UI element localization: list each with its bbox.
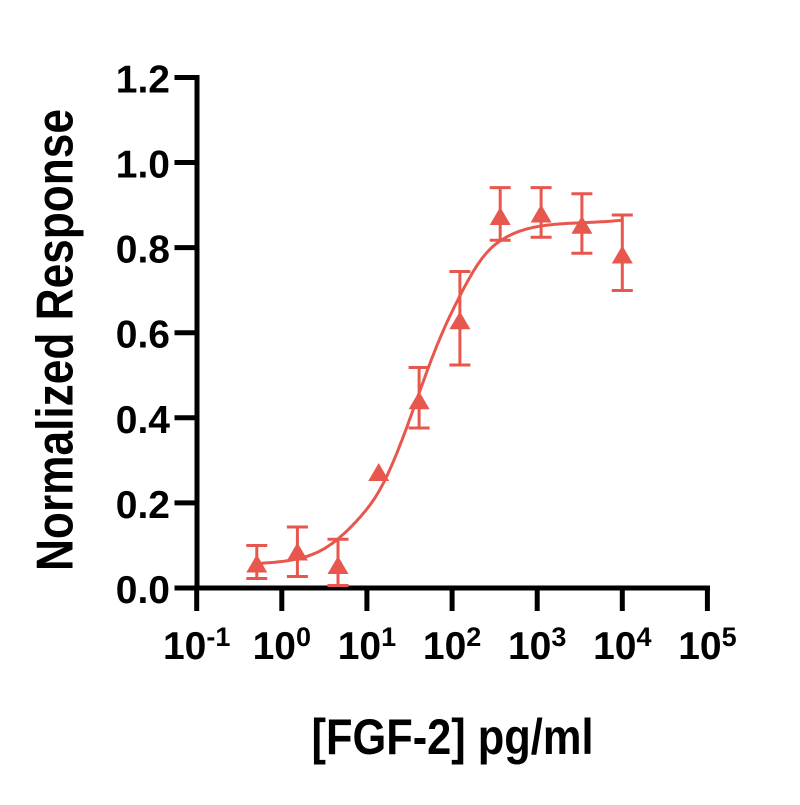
svg-text:1.2: 1.2 [116,59,170,102]
svg-text:0.2: 0.2 [116,484,170,527]
svg-text:0.0: 0.0 [116,569,170,612]
svg-text:103: 103 [508,622,566,668]
svg-text:0.8: 0.8 [116,229,170,272]
svg-text:0.4: 0.4 [116,399,171,442]
svg-text:1.0: 1.0 [116,144,170,187]
svg-text:0.6: 0.6 [116,314,170,357]
svg-text:Normalized Response: Normalized Response [26,109,84,571]
svg-text:105: 105 [678,622,736,668]
svg-text:[FGF-2] pg/ml: [FGF-2] pg/ml [312,709,594,765]
